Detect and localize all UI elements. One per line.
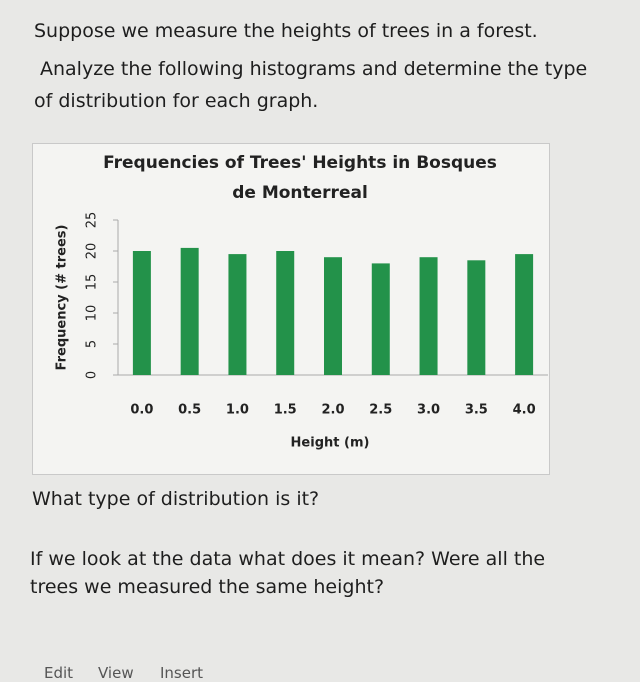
x-tick-label: 1.0 <box>226 403 249 418</box>
x-tick-label: 4.0 <box>513 403 536 418</box>
bar <box>467 260 486 375</box>
bar <box>276 251 295 375</box>
question: What type of distribution is it? <box>32 488 320 510</box>
bar <box>419 257 438 375</box>
x-tick-label: 2.5 <box>369 403 392 418</box>
intro-line: of distribution for each graph. <box>34 90 319 112</box>
bar <box>515 254 534 375</box>
chart-title: Frequencies of Trees' Heights in Bosques… <box>103 153 497 203</box>
intro-line: Suppose we measure the heights of trees … <box>34 20 538 42</box>
bar <box>371 263 390 375</box>
x-tick-label: 3.0 <box>417 403 440 418</box>
y-tick-label: 15 <box>85 274 100 291</box>
x-tick-label: 3.5 <box>465 403 488 418</box>
x-tick-label: 1.5 <box>274 403 297 418</box>
x-tick-label: 0.5 <box>178 403 201 418</box>
y-tick-label: 20 <box>85 243 100 260</box>
x-tick-label: 2.0 <box>321 403 344 418</box>
menu-item[interactable]: Edit <box>44 664 74 682</box>
y-tick-label: 5 <box>85 340 100 348</box>
y-tick-label: 0 <box>85 371 100 379</box>
menu-item[interactable]: View <box>98 664 134 682</box>
x-axis-label: Height (m) <box>291 436 370 451</box>
bar <box>228 254 247 375</box>
x-tick-label: 0.0 <box>130 403 153 418</box>
bar <box>180 247 199 375</box>
y-tick-label: 25 <box>85 212 100 229</box>
question: If we look at the data what does it mean… <box>30 548 546 570</box>
question: trees we measured the same height? <box>30 576 385 598</box>
menu-item[interactable]: Insert <box>160 664 204 682</box>
bar <box>132 251 151 375</box>
bar <box>324 257 342 375</box>
intro-line: Analyze the following histograms and det… <box>40 58 588 80</box>
y-axis-label: Frequency (# trees) <box>55 225 70 371</box>
y-tick-label: 10 <box>85 305 100 322</box>
